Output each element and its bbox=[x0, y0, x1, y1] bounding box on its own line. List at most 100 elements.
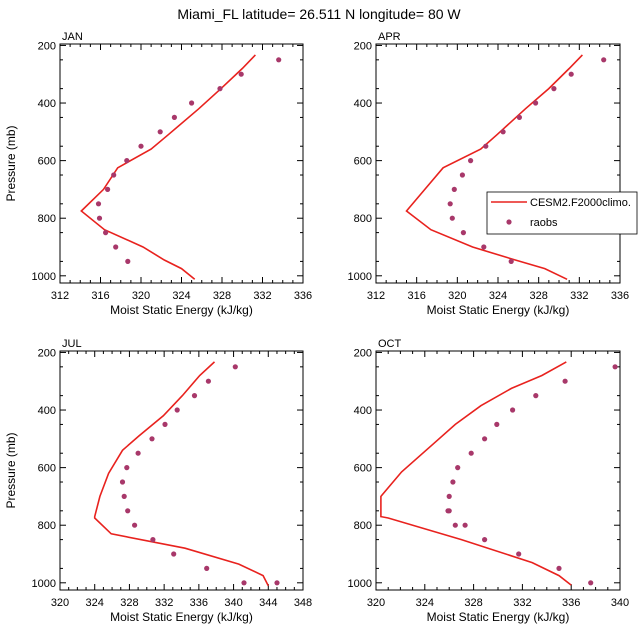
obs-point bbox=[132, 522, 138, 528]
x-tick-label: 348 bbox=[294, 597, 312, 609]
obs-point bbox=[451, 186, 457, 192]
y-tick-label: 400 bbox=[354, 405, 372, 417]
y-tick-label: 600 bbox=[354, 156, 372, 168]
obs-point bbox=[562, 378, 568, 384]
x-tick-label: 312 bbox=[51, 290, 69, 302]
obs-point bbox=[121, 493, 127, 499]
y-tick-label: 200 bbox=[354, 40, 372, 52]
model-line bbox=[405, 54, 583, 281]
obs-point bbox=[509, 407, 516, 413]
panel-jan: 312 316 320 324 328 332 336 200 400 600 800 1000 JAN… bbox=[4, 31, 312, 317]
y-tick-label: 800 bbox=[38, 213, 56, 225]
obs-point bbox=[516, 114, 523, 120]
x-tick-label: 340 bbox=[611, 597, 629, 609]
x-tick-label: 344 bbox=[259, 597, 277, 609]
obs-point bbox=[241, 580, 247, 586]
y-tick-label: 800 bbox=[354, 213, 372, 225]
obs-point bbox=[103, 230, 109, 236]
obs-point bbox=[124, 465, 130, 471]
x-tick-label: 324 bbox=[489, 290, 507, 302]
y-tick-label: 200 bbox=[38, 40, 56, 52]
panel-label: JUL bbox=[62, 338, 82, 350]
legend-obs-label: raobs bbox=[530, 217, 558, 229]
obs-point bbox=[113, 244, 119, 250]
x-tick-label: 324 bbox=[86, 597, 104, 609]
y-tick-label: 1000 bbox=[32, 578, 56, 590]
obs-point bbox=[508, 258, 514, 264]
x-tick-label: 328 bbox=[464, 597, 482, 609]
obs-point bbox=[551, 86, 557, 92]
plot-frame bbox=[59, 350, 304, 591]
obs-point bbox=[483, 143, 489, 149]
obs-point bbox=[204, 565, 210, 572]
obs-point bbox=[450, 479, 456, 485]
obs-point bbox=[124, 158, 130, 164]
panel-label: APR bbox=[378, 31, 401, 43]
obs-point bbox=[157, 129, 163, 135]
y-axis-label: Pressure (mb) bbox=[4, 432, 18, 508]
obs-point bbox=[601, 57, 607, 63]
obs-point bbox=[95, 201, 102, 207]
y-tick-label: 600 bbox=[38, 156, 56, 168]
obs-point bbox=[500, 129, 506, 135]
legend-model-label: CESM2.F2000climo. bbox=[530, 197, 631, 209]
y-tick-label: 800 bbox=[38, 520, 56, 532]
obs-point bbox=[533, 393, 539, 399]
panel-label: OCT bbox=[378, 338, 402, 350]
panel-label: JAN bbox=[62, 31, 83, 43]
panels: 312 316 320 324 328 332 336 200 400 600 800 1000 JAN… bbox=[4, 31, 629, 624]
obs-point bbox=[111, 172, 117, 178]
model-line bbox=[80, 54, 256, 280]
x-tick-label: 320 bbox=[448, 290, 466, 302]
obs-point bbox=[189, 100, 195, 106]
x-tick-label: 332 bbox=[513, 597, 531, 609]
obs-point bbox=[174, 407, 180, 413]
y-tick-label: 600 bbox=[38, 463, 56, 475]
x-tick-label: 316 bbox=[407, 290, 425, 302]
obs-point bbox=[119, 479, 126, 485]
panel-jul: 320 324 328 332 336 340 344 348 200 400 600 800 1000… bbox=[4, 338, 312, 624]
obs-point bbox=[482, 436, 488, 442]
obs-point bbox=[149, 436, 155, 442]
obs-point bbox=[191, 393, 198, 399]
obs-point bbox=[162, 421, 168, 427]
legend-box bbox=[486, 191, 638, 235]
y-tick-label: 1000 bbox=[348, 271, 372, 283]
obs-point bbox=[446, 508, 452, 514]
y-tick-label: 800 bbox=[354, 520, 372, 532]
x-tick-label: 336 bbox=[562, 597, 580, 609]
plot-frame bbox=[59, 43, 304, 284]
obs-point bbox=[135, 450, 141, 456]
panel-apr: 312 316 320 324 328 332 336 200 400 600 800 1000 APR… bbox=[348, 31, 630, 317]
y-tick-label: 200 bbox=[38, 347, 56, 359]
x-axis-label: Moist Static Energy (kJ/kg) bbox=[110, 610, 253, 624]
obs-point bbox=[612, 364, 618, 370]
obs-point bbox=[452, 522, 458, 528]
x-tick-label: 320 bbox=[367, 597, 385, 609]
obs-point bbox=[125, 508, 131, 514]
obs-point bbox=[171, 114, 177, 120]
x-tick-label: 340 bbox=[224, 597, 242, 609]
legend: CESM2.F2000climo. raobs bbox=[486, 191, 638, 235]
y-tick-label: 600 bbox=[354, 463, 372, 475]
obs-point bbox=[274, 580, 280, 586]
obs-point bbox=[468, 158, 474, 164]
model-line bbox=[93, 361, 270, 587]
obs-point bbox=[516, 551, 522, 557]
x-tick-label: 328 bbox=[529, 290, 547, 302]
obs-point bbox=[232, 364, 238, 370]
obs-point bbox=[568, 71, 574, 77]
obs-point bbox=[481, 244, 487, 250]
figure-title: Miami_FL latitude= 26.511 N longitude= 8… bbox=[177, 6, 461, 22]
x-axis-label: Moist Static Energy (kJ/kg) bbox=[427, 610, 570, 624]
y-axis-label: Pressure (mb) bbox=[4, 125, 18, 201]
x-tick-label: 328 bbox=[120, 597, 138, 609]
obs-point bbox=[138, 143, 144, 149]
plot-frame bbox=[375, 43, 621, 284]
x-axis-label: Moist Static Energy (kJ/kg) bbox=[110, 303, 253, 317]
x-tick-label: 332 bbox=[155, 597, 173, 609]
x-tick-label: 336 bbox=[611, 290, 629, 302]
obs-point bbox=[468, 450, 474, 456]
obs-point bbox=[459, 172, 465, 178]
